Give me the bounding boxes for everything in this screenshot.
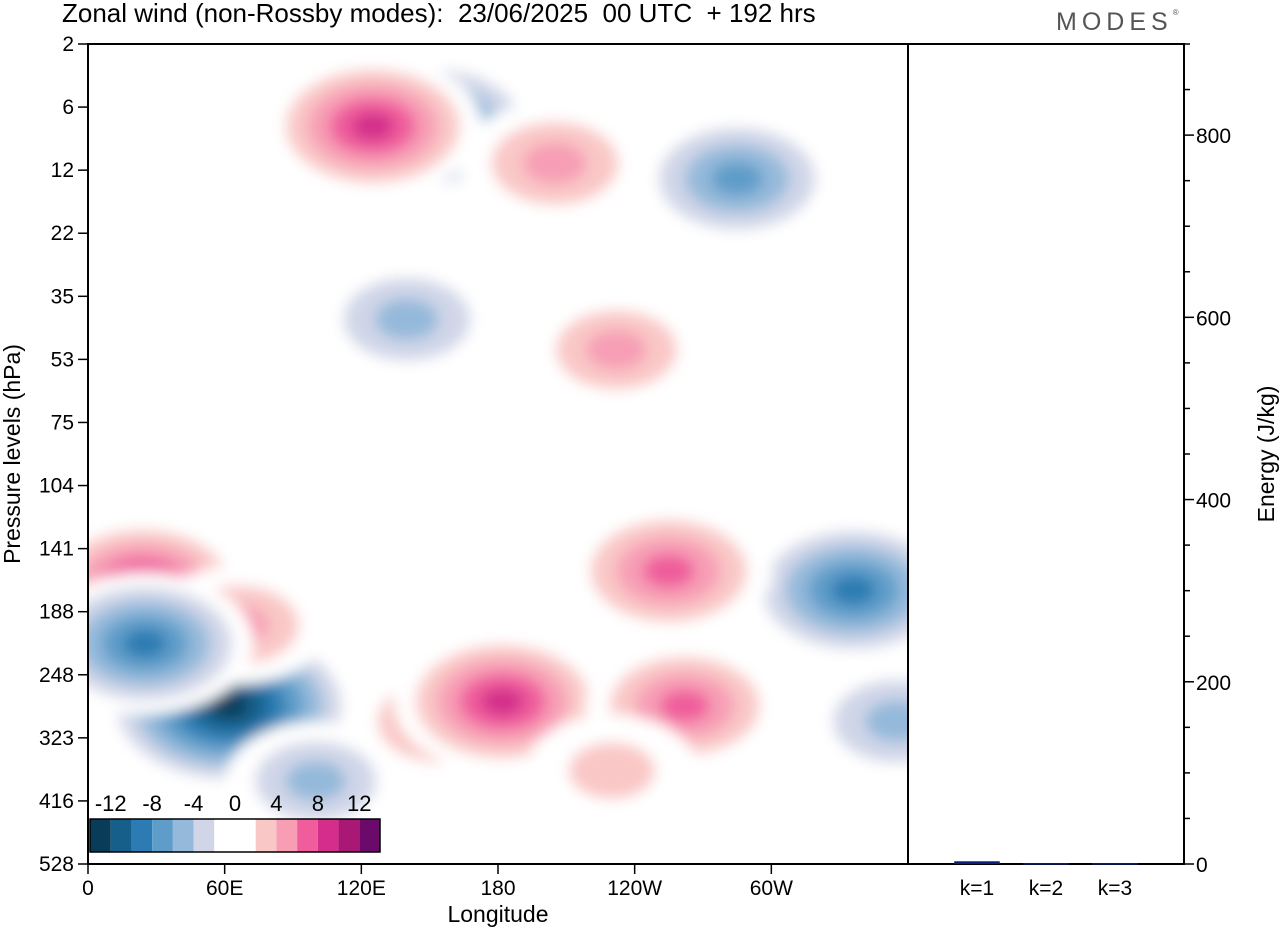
y-tick-label: 323 (39, 727, 74, 750)
heatmap-feature-6 (564, 503, 773, 639)
heatmap-contour (210, 693, 248, 718)
y-tick-label: 6 (62, 96, 74, 119)
pressure-axis: 2 6 12 22 35 53 75 104 141 188 248 323 416 528 (39, 33, 88, 876)
heatmap-feature-2 (393, 630, 612, 773)
x-tick-label: 120E (337, 877, 386, 900)
brand-name: MODES (1056, 8, 1173, 36)
colorbar-swatch (214, 819, 235, 852)
heatmap-contour (586, 330, 647, 370)
energy-tick-label: 400 (1196, 490, 1231, 513)
y-axis-title: Pressure levels (hPa) (0, 344, 25, 564)
bar-category-label: k=2 (1029, 877, 1063, 900)
energy-tick-label: 0 (1196, 854, 1208, 877)
heatmap-contour (375, 298, 439, 340)
heatmap-feature-15 (311, 257, 503, 382)
energy-bar (1092, 863, 1138, 865)
heatmap-contour (480, 687, 525, 716)
bar-category-label: k=3 (1098, 877, 1132, 900)
heatmap-feature-13 (633, 110, 842, 247)
colorbar-swatch (338, 819, 360, 852)
colorbar-label: 0 (229, 791, 241, 816)
x-tick-label: 60W (750, 877, 793, 900)
colorbar-swatch (90, 819, 111, 852)
energy-tick-label: 600 (1196, 307, 1231, 330)
y-tick-label: 141 (39, 538, 74, 561)
y-tick-label: 12 (51, 159, 74, 182)
colorbar-swatch (359, 819, 380, 852)
heatmap-contour (642, 554, 695, 588)
heatmap-feature-11 (264, 55, 482, 198)
heatmap-contour (568, 742, 656, 799)
colorbar-swatch (235, 819, 256, 852)
energy-panel-frame (907, 43, 1185, 865)
colorbar-swatch (255, 819, 277, 852)
y-tick-label: 248 (39, 664, 74, 687)
energy-bar (1023, 863, 1069, 865)
energy-bar (954, 861, 1000, 864)
energy-tick-label: 200 (1196, 672, 1231, 695)
colorbar: -12 -8 -4 0 4 8 12 (89, 791, 381, 853)
heatmap-contour (830, 575, 876, 605)
colorbar-swatch (193, 819, 215, 852)
x-tick-label: 180 (480, 877, 515, 900)
y-tick-label: 53 (51, 348, 74, 371)
energy-axis: k=1 k=2 k=3 0 200 400 600 800 (960, 43, 1231, 900)
heatmap-contour (523, 142, 587, 184)
heatmap-plot (88, 44, 908, 864)
colorbar-label: -8 (142, 791, 162, 816)
colorbar-swatch (152, 819, 173, 852)
y-tick-label: 35 (51, 285, 74, 308)
energy-tick-label: 800 (1196, 125, 1231, 148)
heatmap-feature-16 (224, 721, 407, 841)
colorbar-label: -4 (184, 791, 204, 816)
colorbar-swatch (131, 819, 153, 852)
colorbar-swatch (110, 819, 132, 852)
x-tick-label: 0 (82, 877, 94, 900)
energy-axis-title: Energy (J/kg) (1253, 386, 1279, 523)
bar-category-label: k=1 (960, 877, 994, 900)
colorbar-swatch (172, 819, 194, 852)
colorbar-label: 12 (347, 791, 371, 816)
x-tick-label: 120W (607, 877, 662, 900)
colorbar-label: -12 (95, 791, 127, 816)
heatmap-contour (285, 761, 347, 801)
y-tick-label: 22 (51, 222, 74, 245)
heatmap-feature-14 (525, 290, 708, 410)
chart-title: Zonal wind (non-Rossby modes): 23/06/202… (62, 0, 816, 28)
heatmap-feature-9 (88, 572, 254, 715)
x-tick-label: 60E (206, 877, 243, 900)
heatmap-contour (123, 629, 167, 658)
heatmap-feature-7 (801, 659, 908, 784)
y-tick-label: 188 (39, 601, 74, 624)
energy-bars (954, 861, 1138, 865)
colorbar-swatch (276, 819, 298, 852)
heatmap-contour (659, 689, 710, 722)
colorbar-label: 8 (312, 791, 324, 816)
x-axis-title: Longitude (447, 901, 548, 927)
y-tick-label: 416 (39, 790, 74, 813)
heatmap-contour (864, 700, 908, 742)
heatmap-feature-12 (459, 101, 651, 226)
colorbar-swatch (317, 819, 339, 852)
y-tick-label: 528 (39, 853, 74, 876)
colorbar-frame (89, 818, 381, 853)
longitude-axis: 0 60E 120E 180 120W 60W (82, 864, 793, 900)
y-tick-label: 2 (62, 33, 74, 56)
brand-mark: ® (1172, 8, 1179, 17)
heatmap-feature-17 (525, 714, 699, 828)
colorbar-swatch (297, 819, 318, 852)
colorbar-label: 4 (270, 791, 282, 816)
heatmap-contour (351, 112, 395, 141)
modes-logo: MODES® (1056, 8, 1179, 37)
heatmap-contour (711, 161, 764, 196)
y-tick-label: 75 (51, 411, 74, 434)
heatmap-feature-5 (740, 516, 908, 664)
y-tick-label: 104 (39, 475, 74, 498)
